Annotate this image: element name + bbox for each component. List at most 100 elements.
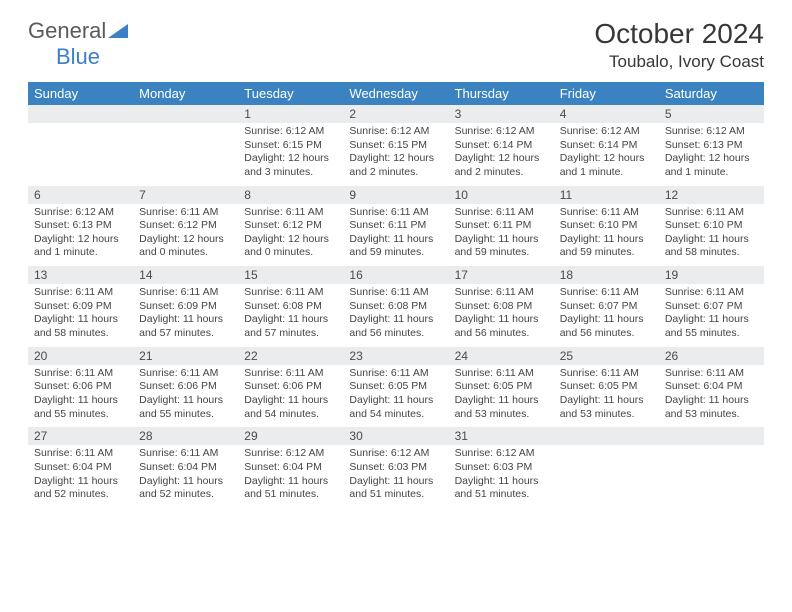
day-number-cell: 19: [659, 266, 764, 284]
day-number: 18: [554, 266, 659, 284]
day-number-cell: 18: [554, 266, 659, 284]
day-sun-info: Sunrise: 6:11 AM Sunset: 6:05 PM Dayligh…: [343, 365, 448, 428]
day-number: 10: [449, 186, 554, 204]
day-number: 19: [659, 266, 764, 284]
day-number-cell: 8: [238, 186, 343, 204]
day-sun-info: Sunrise: 6:11 AM Sunset: 6:08 PM Dayligh…: [343, 284, 448, 347]
day-sun-info: Sunrise: 6:12 AM Sunset: 6:14 PM Dayligh…: [449, 123, 554, 186]
day-number: 31: [449, 427, 554, 445]
weekday-header: Tuesday: [238, 82, 343, 105]
day-number-cell: 5: [659, 105, 764, 123]
day-text-cell: Sunrise: 6:11 AM Sunset: 6:05 PM Dayligh…: [449, 365, 554, 428]
day-number: 21: [133, 347, 238, 365]
day-number-cell: 20: [28, 347, 133, 365]
week-text-row: Sunrise: 6:11 AM Sunset: 6:06 PM Dayligh…: [28, 365, 764, 428]
day-number: 22: [238, 347, 343, 365]
day-text-cell: Sunrise: 6:11 AM Sunset: 6:08 PM Dayligh…: [238, 284, 343, 347]
day-number-cell: 13: [28, 266, 133, 284]
day-number: 14: [133, 266, 238, 284]
day-number: 20: [28, 347, 133, 365]
day-number-cell: 2: [343, 105, 448, 123]
week-number-row: 13141516171819: [28, 266, 764, 284]
day-number: 4: [554, 105, 659, 123]
day-sun-info: Sunrise: 6:11 AM Sunset: 6:12 PM Dayligh…: [238, 204, 343, 267]
day-sun-info: Sunrise: 6:12 AM Sunset: 6:03 PM Dayligh…: [343, 445, 448, 508]
day-number-cell: 9: [343, 186, 448, 204]
day-number-cell: 21: [133, 347, 238, 365]
week-number-row: 2728293031: [28, 427, 764, 445]
day-number-cell: 28: [133, 427, 238, 445]
day-text-cell: Sunrise: 6:12 AM Sunset: 6:03 PM Dayligh…: [343, 445, 448, 508]
day-number-cell: 26: [659, 347, 764, 365]
day-number: 9: [343, 186, 448, 204]
week-number-row: 6789101112: [28, 186, 764, 204]
day-number-cell: 16: [343, 266, 448, 284]
day-text-cell: Sunrise: 6:11 AM Sunset: 6:12 PM Dayligh…: [133, 204, 238, 267]
day-text-cell: Sunrise: 6:12 AM Sunset: 6:15 PM Dayligh…: [343, 123, 448, 186]
day-number: 13: [28, 266, 133, 284]
day-number-cell: 12: [659, 186, 764, 204]
day-number-cell: [659, 427, 764, 445]
week-number-row: 12345: [28, 105, 764, 123]
brand-triangle-icon: [108, 18, 128, 44]
day-text-cell: Sunrise: 6:11 AM Sunset: 6:11 PM Dayligh…: [343, 204, 448, 267]
day-number: 2: [343, 105, 448, 123]
day-sun-info: Sunrise: 6:11 AM Sunset: 6:05 PM Dayligh…: [449, 365, 554, 428]
calendar-page: General Blue October 2024 Toubalo, Ivory…: [0, 0, 792, 526]
month-title: October 2024: [594, 18, 764, 50]
day-number: 23: [343, 347, 448, 365]
brand-word2: Blue: [56, 44, 100, 69]
day-text-cell: Sunrise: 6:11 AM Sunset: 6:05 PM Dayligh…: [554, 365, 659, 428]
calendar-table: Sunday Monday Tuesday Wednesday Thursday…: [28, 82, 764, 508]
day-text-cell: [554, 445, 659, 508]
day-text-cell: Sunrise: 6:12 AM Sunset: 6:13 PM Dayligh…: [28, 204, 133, 267]
title-block: October 2024 Toubalo, Ivory Coast: [594, 18, 764, 72]
day-text-cell: Sunrise: 6:12 AM Sunset: 6:15 PM Dayligh…: [238, 123, 343, 186]
day-text-cell: Sunrise: 6:12 AM Sunset: 6:03 PM Dayligh…: [449, 445, 554, 508]
day-number-cell: 7: [133, 186, 238, 204]
day-text-cell: Sunrise: 6:11 AM Sunset: 6:07 PM Dayligh…: [659, 284, 764, 347]
day-number-cell: 25: [554, 347, 659, 365]
day-text-cell: Sunrise: 6:11 AM Sunset: 6:12 PM Dayligh…: [238, 204, 343, 267]
day-number-cell: 27: [28, 427, 133, 445]
weekday-header: Wednesday: [343, 82, 448, 105]
day-text-cell: Sunrise: 6:11 AM Sunset: 6:06 PM Dayligh…: [238, 365, 343, 428]
day-number-cell: 3: [449, 105, 554, 123]
day-sun-info: Sunrise: 6:12 AM Sunset: 6:14 PM Dayligh…: [554, 123, 659, 186]
day-number: 6: [28, 186, 133, 204]
day-number-cell: 11: [554, 186, 659, 204]
day-text-cell: Sunrise: 6:11 AM Sunset: 6:06 PM Dayligh…: [28, 365, 133, 428]
day-sun-info: Sunrise: 6:12 AM Sunset: 6:03 PM Dayligh…: [449, 445, 554, 508]
day-text-cell: Sunrise: 6:12 AM Sunset: 6:14 PM Dayligh…: [449, 123, 554, 186]
location-label: Toubalo, Ivory Coast: [594, 52, 764, 72]
day-number-cell: 14: [133, 266, 238, 284]
day-sun-info: Sunrise: 6:11 AM Sunset: 6:04 PM Dayligh…: [28, 445, 133, 508]
day-number-cell: 15: [238, 266, 343, 284]
day-text-cell: Sunrise: 6:11 AM Sunset: 6:10 PM Dayligh…: [554, 204, 659, 267]
day-sun-info: Sunrise: 6:11 AM Sunset: 6:08 PM Dayligh…: [238, 284, 343, 347]
day-sun-info: Sunrise: 6:12 AM Sunset: 6:13 PM Dayligh…: [28, 204, 133, 267]
day-number-cell: [28, 105, 133, 123]
day-number-cell: 30: [343, 427, 448, 445]
calendar-body: 12345Sunrise: 6:12 AM Sunset: 6:15 PM Da…: [28, 105, 764, 508]
week-text-row: Sunrise: 6:11 AM Sunset: 6:09 PM Dayligh…: [28, 284, 764, 347]
day-text-cell: Sunrise: 6:11 AM Sunset: 6:04 PM Dayligh…: [133, 445, 238, 508]
weekday-header: Thursday: [449, 82, 554, 105]
day-sun-info: [554, 445, 659, 501]
day-sun-info: Sunrise: 6:11 AM Sunset: 6:04 PM Dayligh…: [133, 445, 238, 508]
week-text-row: Sunrise: 6:12 AM Sunset: 6:13 PM Dayligh…: [28, 204, 764, 267]
week-text-row: Sunrise: 6:11 AM Sunset: 6:04 PM Dayligh…: [28, 445, 764, 508]
day-sun-info: Sunrise: 6:11 AM Sunset: 6:06 PM Dayligh…: [238, 365, 343, 428]
day-sun-info: Sunrise: 6:12 AM Sunset: 6:13 PM Dayligh…: [659, 123, 764, 186]
brand-text: General Blue: [28, 18, 128, 70]
weekday-header-row: Sunday Monday Tuesday Wednesday Thursday…: [28, 82, 764, 105]
day-text-cell: Sunrise: 6:11 AM Sunset: 6:05 PM Dayligh…: [343, 365, 448, 428]
header: General Blue October 2024 Toubalo, Ivory…: [28, 18, 764, 72]
day-number: 7: [133, 186, 238, 204]
day-number: 24: [449, 347, 554, 365]
day-text-cell: Sunrise: 6:12 AM Sunset: 6:04 PM Dayligh…: [238, 445, 343, 508]
day-number: 8: [238, 186, 343, 204]
day-sun-info: Sunrise: 6:11 AM Sunset: 6:11 PM Dayligh…: [449, 204, 554, 267]
day-number-cell: 6: [28, 186, 133, 204]
brand-word1: General: [28, 18, 106, 43]
